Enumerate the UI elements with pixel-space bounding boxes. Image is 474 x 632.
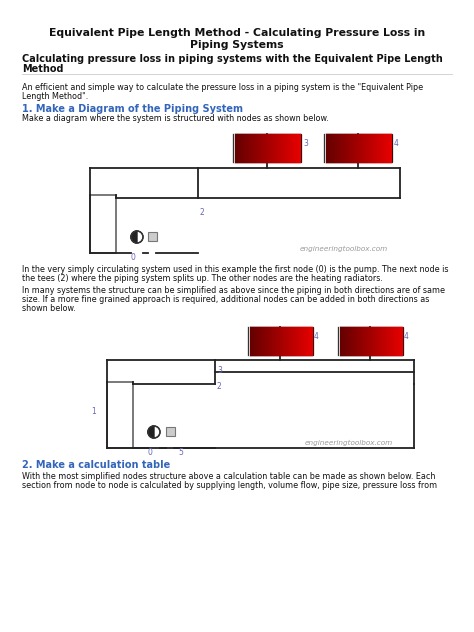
Text: In many systems the structure can be simplified as above since the piping in bot: In many systems the structure can be sim… [22,286,445,295]
Bar [324,134,392,162]
Text: With the most simplified nodes structure above a calculation table can be made a: With the most simplified nodes structure… [22,472,436,481]
Text: Method: Method [22,64,64,74]
Text: 4: 4 [404,332,409,341]
Text: 1: 1 [91,406,96,415]
Text: section from node to node is calculated by supplying length, volume flow, pipe s: section from node to node is calculated … [22,481,437,490]
Text: Make a diagram where the system is structured with nodes as shown below.: Make a diagram where the system is struc… [22,114,329,123]
Text: 3: 3 [303,139,308,148]
Text: An efficient and simple way to calculate the pressure loss in a piping system is: An efficient and simple way to calculate… [22,83,423,92]
Circle shape [148,426,160,438]
Polygon shape [131,231,137,243]
Text: In the very simply circulating system used in this example the first node (0) is: In the very simply circulating system us… [22,265,448,274]
Text: size. If a more fine grained approach is required, additional nodes can be added: size. If a more fine grained approach is… [22,295,429,304]
Bar [233,134,301,162]
Text: 4: 4 [314,332,319,341]
Bar [338,327,403,355]
Text: 4: 4 [394,139,399,148]
Text: 1. Make a Diagram of the Piping System: 1. Make a Diagram of the Piping System [22,104,243,114]
Text: 2: 2 [217,382,222,391]
Text: Calculating pressure loss in piping systems with the Equivalent Pipe Length: Calculating pressure loss in piping syst… [22,54,443,64]
Text: engineeringtoolbox.com: engineeringtoolbox.com [300,246,388,252]
Circle shape [131,231,143,243]
Bar [90,195,116,253]
Text: the tees (2) where the piping system splits up. The other nodes are the heating : the tees (2) where the piping system spl… [22,274,383,283]
Text: 0: 0 [130,253,136,262]
Text: 5: 5 [178,448,183,457]
Text: 2. Make a calculation table: 2. Make a calculation table [22,460,170,470]
Bar [166,427,175,436]
Polygon shape [148,426,154,438]
Text: Piping Systems: Piping Systems [190,40,284,50]
Text: 2: 2 [200,208,205,217]
Bar [107,382,133,448]
Text: 3: 3 [217,366,222,375]
Text: Equivalent Pipe Length Method - Calculating Pressure Loss in: Equivalent Pipe Length Method - Calculat… [49,28,425,38]
Text: shown below.: shown below. [22,304,76,313]
Bar [248,327,313,355]
Bar [148,232,157,241]
Text: 0: 0 [147,448,153,457]
Text: Length Method".: Length Method". [22,92,88,101]
Text: engineeringtoolbox.com: engineeringtoolbox.com [305,440,393,446]
